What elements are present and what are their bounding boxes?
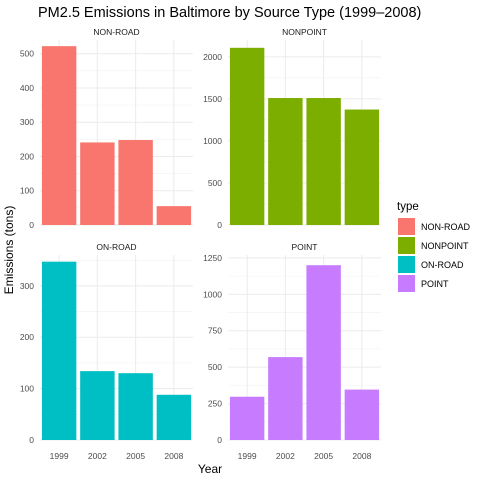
y-tick-label: 300 [20, 281, 34, 291]
y-tick-label: 1250 [203, 253, 222, 263]
y-tick-label: 500 [208, 362, 222, 372]
y-tick-label: 750 [208, 326, 222, 336]
bar-nonpoint-1999 [229, 47, 265, 226]
facet-label-nonpoint: NONPOINT [282, 27, 327, 37]
bar-point-2005 [306, 265, 341, 440]
y-tick-label: 1500 [203, 94, 222, 104]
y-tick-label: 0 [217, 220, 222, 230]
x-tick-label: 2002 [88, 451, 107, 461]
facet-label-point: POINT [292, 242, 318, 252]
legend: type NON-ROAD NONPOINT ON-ROAD POINT [397, 201, 470, 292]
y-tick-label: 500 [208, 178, 222, 188]
chart-title: PM2.5 Emissions in Baltimore by Source T… [38, 5, 421, 21]
legend-label-non-road: NON-ROAD [421, 222, 470, 232]
bar-non-road-1999 [41, 46, 77, 225]
panel-point: 0 250 500 750 1000 1250 1999 2002 2005 2008 POINT [203, 242, 381, 461]
x-tick-label: 2005 [126, 451, 145, 461]
x-tick-label: 1999 [238, 451, 257, 461]
legend-label-point: POINT [421, 279, 449, 289]
panel-non-road: 0 100 200 300 400 500 NON-ROAD [20, 27, 193, 230]
legend-title: type [397, 201, 419, 213]
bar-non-road-2008 [156, 206, 192, 225]
legend-label-nonpoint: NONPOINT [421, 241, 469, 251]
bar-point-1999 [229, 396, 265, 440]
x-tick-label: 2002 [276, 451, 295, 461]
x-tick-label: 2008 [164, 451, 183, 461]
legend-label-on-road: ON-ROAD [421, 260, 464, 270]
y-tick-label: 0 [217, 435, 222, 445]
bar-point-2008 [344, 389, 380, 440]
y-tick-label: 400 [20, 83, 34, 93]
bar-non-road-2002 [80, 142, 115, 225]
y-tick-label: 200 [20, 151, 34, 161]
panel-on-road: 0 100 200 300 1999 2002 2005 2008 ON-ROAD [20, 242, 193, 461]
y-tick-label: 0 [29, 220, 34, 230]
bar-on-road-2002 [80, 371, 115, 440]
bar-non-road-2005 [118, 140, 153, 225]
bar-point-2002 [268, 357, 303, 440]
y-tick-label: 250 [208, 399, 222, 409]
facet-label-on-road: ON-ROAD [96, 242, 136, 252]
x-axis-label: Year [198, 462, 222, 476]
x-tick-label: 1999 [50, 451, 69, 461]
y-tick-label: 100 [20, 186, 34, 196]
y-tick-label: 500 [20, 49, 34, 59]
y-tick-label: 2000 [203, 52, 222, 62]
y-tick-label: 0 [29, 435, 34, 445]
facet-panels: 0100200300400500NON-ROAD0500100015002000… [20, 27, 381, 461]
bar-on-road-1999 [41, 261, 77, 440]
legend-swatch-point [398, 275, 415, 292]
x-tick-label: 2005 [314, 451, 333, 461]
legend-swatch-non-road [398, 218, 415, 235]
bar-nonpoint-2005 [306, 98, 341, 225]
y-tick-label: 100 [20, 384, 34, 394]
bar-on-road-2005 [118, 373, 153, 440]
y-tick-label: 1000 [203, 136, 222, 146]
bar-nonpoint-2002 [268, 98, 303, 225]
y-axis-label: Emissions (tons) [2, 206, 16, 295]
y-tick-label: 1000 [203, 289, 222, 299]
y-tick-label: 300 [20, 117, 34, 127]
facet-label-non-road: NON-ROAD [93, 27, 139, 37]
x-tick-label: 2008 [352, 451, 371, 461]
bar-on-road-2008 [156, 394, 192, 440]
legend-swatch-on-road [398, 256, 415, 273]
y-tick-label: 200 [20, 332, 34, 342]
legend-swatch-nonpoint [398, 237, 415, 254]
panel-nonpoint: 0 500 1000 1500 2000 NONPOINT [203, 27, 381, 230]
bar-nonpoint-2008 [344, 109, 380, 225]
